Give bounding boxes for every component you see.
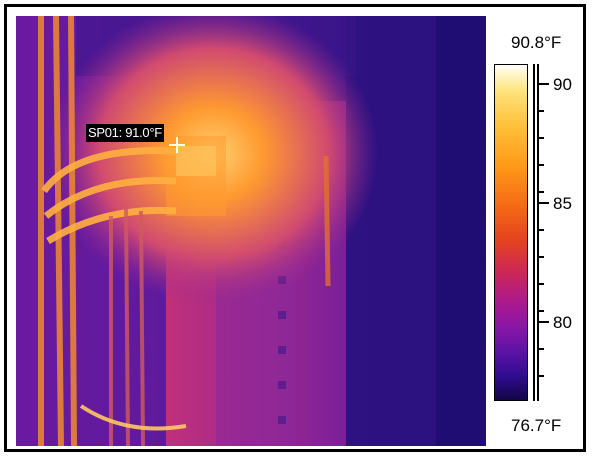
color-scale-bar bbox=[494, 64, 528, 401]
spot-measurement-label: SP01: 91.0°F bbox=[86, 124, 164, 142]
scale-tick-minor bbox=[539, 256, 544, 258]
scale-tick-minor bbox=[539, 348, 544, 350]
scale-axis-line-inner bbox=[537, 64, 539, 401]
scale-axis-line bbox=[533, 64, 535, 401]
scale-tick-minor bbox=[539, 310, 544, 312]
scale-tick-minor bbox=[539, 164, 544, 166]
scale-tick-label: 90 bbox=[553, 75, 572, 94]
scale-tick-major bbox=[539, 321, 549, 323]
scale-max-temperature: 90.8°F bbox=[511, 33, 562, 52]
thermal-image bbox=[16, 16, 486, 446]
scale-tick-minor bbox=[539, 283, 544, 285]
scale-tick-label: 80 bbox=[553, 313, 572, 332]
scale-min-temperature: 76.7°F bbox=[511, 416, 562, 435]
scale-tick-minor bbox=[539, 191, 544, 193]
scale-tick-minor bbox=[539, 229, 544, 231]
spot-crosshair-icon bbox=[169, 137, 185, 153]
scale-tick-major bbox=[539, 83, 549, 85]
scale-tick-label: 85 bbox=[553, 194, 572, 213]
thermal-scene bbox=[16, 16, 486, 446]
scale-tick-major bbox=[539, 202, 549, 204]
scale-tick-minor bbox=[539, 137, 544, 139]
scale-tick-minor bbox=[539, 375, 544, 377]
scale-tick-minor bbox=[539, 110, 544, 112]
